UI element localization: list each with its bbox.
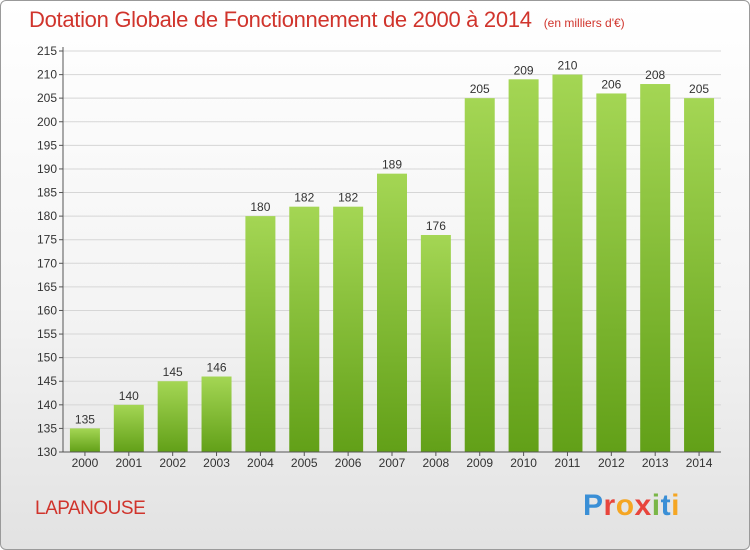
bar-2010[interactable] (508, 79, 539, 453)
logo-letter: P (583, 489, 604, 522)
value-label: 206 (601, 77, 621, 91)
value-label: 182 (338, 191, 358, 205)
y-tick-label: 130 (37, 445, 57, 459)
y-tick-label: 140 (37, 398, 57, 412)
bar-2007[interactable] (377, 173, 407, 453)
x-tick-label: 2011 (555, 456, 581, 470)
y-tick-label: 160 (37, 303, 57, 317)
x-tick-label: 2000 (72, 456, 99, 470)
logo-letter: i (651, 489, 661, 522)
y-tick-label: 190 (37, 162, 57, 176)
logo-letter: t (660, 489, 672, 522)
bar-2008[interactable] (420, 234, 451, 452)
title-text: Dotation Globale de Fonctionnement de 20… (29, 7, 532, 32)
y-tick-label: 170 (37, 256, 57, 270)
y-tick-label: 175 (37, 233, 57, 247)
y-tick-label: 210 (37, 68, 57, 82)
x-tick-label: 2014 (686, 456, 713, 470)
y-tick-label: 195 (37, 138, 57, 152)
bar-2001[interactable] (113, 404, 144, 452)
x-tick-label: 2007 (379, 456, 406, 470)
chart-title: Dotation Globale de Fonctionnement de 20… (29, 7, 625, 33)
y-tick-label: 155 (37, 327, 57, 341)
value-label: 208 (645, 68, 665, 82)
value-label: 210 (557, 59, 577, 73)
y-tick-label: 135 (37, 421, 57, 435)
value-label: 135 (75, 412, 95, 426)
bar-2000[interactable] (69, 428, 100, 452)
x-tick-label: 2009 (466, 456, 493, 470)
y-tick-label: 200 (37, 115, 57, 129)
bar-2003[interactable] (201, 376, 232, 452)
value-label: 182 (294, 191, 314, 205)
y-tick-label: 185 (37, 186, 57, 200)
value-label: 180 (250, 200, 270, 214)
unit-label: (en milliers d'€) (543, 16, 625, 30)
bar-2005[interactable] (289, 206, 320, 452)
value-label: 209 (514, 63, 534, 77)
x-tick-label: 2006 (335, 456, 362, 470)
logo-letter: r (603, 489, 616, 522)
y-tick-label: 180 (37, 209, 57, 223)
bar-2014[interactable] (684, 98, 715, 453)
bar-2002[interactable] (157, 381, 188, 452)
y-tick-label: 215 (37, 44, 57, 58)
value-label: 205 (470, 82, 490, 96)
bar-2012[interactable] (596, 93, 627, 452)
x-tick-label: 2004 (247, 456, 274, 470)
value-label: 189 (382, 158, 402, 172)
commune-name: LAPANOUSE (35, 498, 146, 519)
x-tick-label: 2012 (598, 456, 625, 470)
x-tick-label: 2002 (159, 456, 186, 470)
x-tick-label: 2010 (510, 456, 537, 470)
bar-2013[interactable] (640, 84, 671, 452)
value-label: 176 (426, 219, 446, 233)
value-label: 145 (163, 365, 183, 379)
value-label: 146 (207, 361, 227, 375)
y-tick-label: 205 (37, 91, 57, 105)
x-tick-label: 2005 (291, 456, 318, 470)
x-tick-label: 2001 (115, 456, 142, 470)
x-tick-label: 2003 (203, 456, 230, 470)
bar-2011[interactable] (552, 74, 583, 453)
y-tick-label: 145 (37, 374, 57, 388)
logo-letter: i (671, 489, 680, 522)
x-tick-label: 2008 (423, 456, 450, 470)
y-tick-label: 165 (37, 280, 57, 294)
proxiti-logo[interactable]: Proxiti (583, 489, 680, 523)
logo-letter: o (615, 489, 635, 522)
bar-2009[interactable] (464, 98, 495, 453)
value-label: 140 (119, 389, 139, 403)
value-label: 205 (689, 82, 709, 96)
logo-letter: x (634, 489, 652, 522)
y-tick-label: 150 (37, 351, 57, 365)
bar-2006[interactable] (333, 206, 364, 452)
x-tick-label: 2013 (642, 456, 669, 470)
bar-2004[interactable] (245, 216, 276, 452)
